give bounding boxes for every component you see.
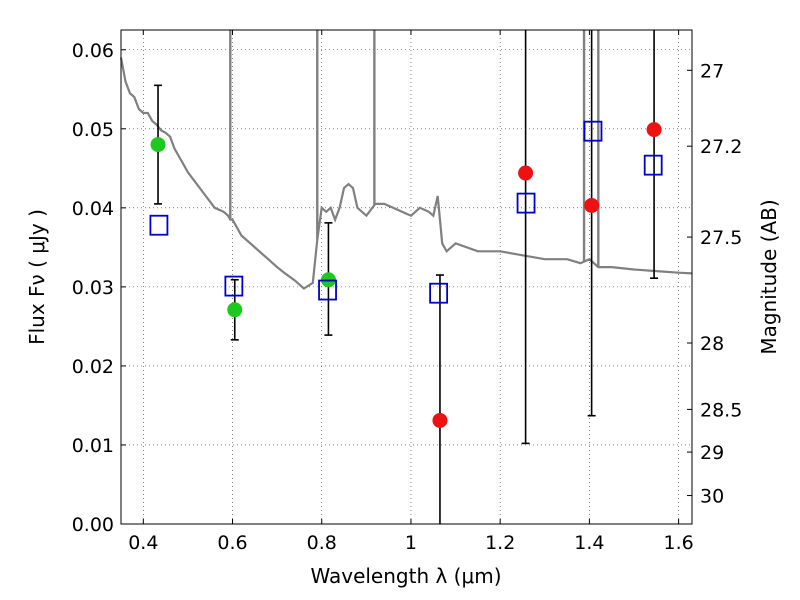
red-photometry-point: [518, 165, 534, 181]
x-tick-label: 0.6: [217, 532, 247, 554]
model-flux-square: [429, 282, 449, 304]
y-tick-label: 0.05: [72, 119, 114, 141]
x-tick-label: 1: [405, 532, 417, 554]
x-axis-label: Wavelength λ (μm): [310, 564, 501, 588]
green-photometry-point: [150, 137, 166, 153]
y-axis-label: Flux Fν ( μJy ): [25, 209, 49, 345]
red-photometry-point: [646, 122, 662, 138]
right-tick-label: 28: [700, 333, 724, 355]
y-tick-label: 0.01: [72, 435, 114, 457]
y-tick-label: 0.04: [72, 198, 114, 220]
model-flux-square: [149, 214, 169, 236]
right-tick-label: 27.5: [700, 227, 742, 249]
right-tick-label: 27: [700, 60, 724, 82]
right-tick-label: 28.5: [700, 399, 742, 421]
model-flux-square: [224, 275, 244, 297]
y-tick-label: 0.06: [72, 40, 114, 62]
x-tick-label: 1.6: [664, 532, 694, 554]
y-tick-label: 0.02: [72, 356, 114, 378]
right-tick-label: 30: [700, 486, 724, 508]
y-axis-right-label: Magnitude (AB): [757, 199, 781, 354]
y-tick-label: 0.03: [72, 277, 114, 299]
model-flux-square: [516, 192, 536, 214]
x-tick-label: 0.8: [307, 532, 337, 554]
model-flux-square: [583, 120, 603, 142]
x-tick-label: 1.2: [485, 532, 515, 554]
y-tick-label: 0.00: [72, 514, 114, 536]
model-flux-square: [318, 279, 337, 301]
plot-frame: [120, 29, 693, 525]
red-photometry-point: [584, 197, 600, 213]
right-tick-label: 27.2: [700, 136, 742, 158]
model-spectrum-line: [119, 57, 693, 290]
model-flux-square: [643, 154, 663, 176]
green-photometry-point: [227, 302, 243, 318]
right-tick-label: 29: [700, 442, 724, 464]
red-photometry-point: [432, 412, 448, 428]
x-tick-label: 0.4: [128, 532, 158, 554]
x-tick-label: 1.4: [574, 532, 604, 554]
